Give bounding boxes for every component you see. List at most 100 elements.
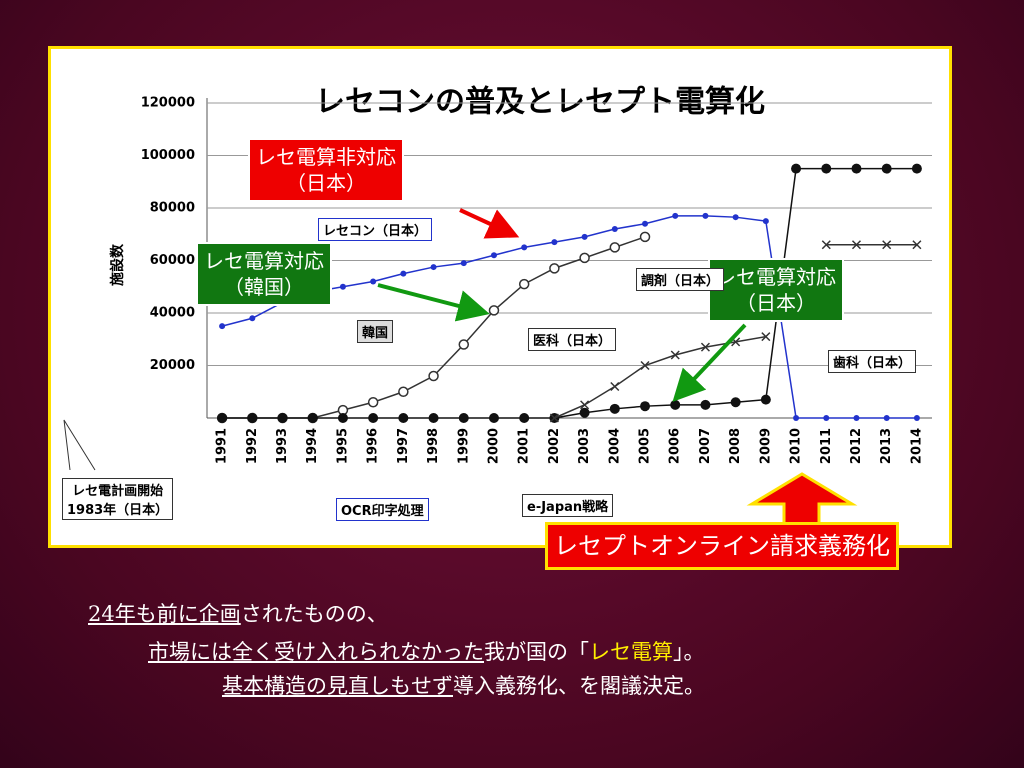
point bbox=[398, 413, 409, 423]
point bbox=[400, 270, 407, 277]
x-tick-label: 2001 bbox=[517, 428, 532, 464]
callout-line: レセ電算対応 bbox=[204, 249, 324, 273]
y-tick-label: 100000 bbox=[141, 148, 195, 163]
point bbox=[549, 263, 560, 274]
point bbox=[851, 240, 862, 250]
y-tick-label: 20000 bbox=[150, 358, 195, 373]
point bbox=[217, 413, 228, 423]
series-label: 調剤（日本） bbox=[636, 268, 725, 291]
point bbox=[639, 231, 651, 243]
point bbox=[277, 413, 288, 423]
point bbox=[821, 163, 832, 174]
callout-line: （韓国） bbox=[224, 275, 304, 299]
point bbox=[337, 413, 348, 423]
point bbox=[702, 212, 709, 219]
series-label: レセコン（日本） bbox=[318, 218, 433, 241]
note-segment: 基本構造の見直しもせず bbox=[222, 674, 453, 698]
x-tick-label: 1998 bbox=[426, 428, 441, 464]
y-tick-label: 60000 bbox=[150, 253, 195, 268]
note-segment: 我が国の「 bbox=[484, 640, 589, 664]
point bbox=[760, 394, 771, 405]
point bbox=[851, 163, 862, 174]
x-tick-label: 2010 bbox=[789, 428, 804, 464]
y-tick-label: 120000 bbox=[141, 96, 195, 111]
point bbox=[458, 413, 469, 423]
callout: レセ電算対応 （韓国） bbox=[196, 242, 332, 306]
callout-line: レセ電算非対応 bbox=[256, 145, 396, 169]
point bbox=[519, 413, 530, 423]
x-tick-label: 2004 bbox=[607, 428, 622, 464]
point bbox=[488, 305, 500, 316]
point bbox=[579, 407, 590, 418]
point bbox=[610, 381, 620, 392]
note-segment: レセ電算 bbox=[589, 640, 673, 664]
callout-line: レセ電算対応 bbox=[716, 265, 836, 289]
note-segment: 導入義務化、を閣議決定。 bbox=[453, 674, 705, 698]
callout: レセ電算非対応 （日本） bbox=[248, 138, 404, 202]
point bbox=[518, 278, 530, 290]
point bbox=[640, 401, 651, 412]
point bbox=[398, 386, 409, 397]
x-tick-label: 1996 bbox=[366, 428, 381, 464]
point bbox=[762, 218, 769, 225]
callout-line: （日本） bbox=[736, 291, 816, 315]
point bbox=[791, 163, 802, 174]
x-tick-label: 2012 bbox=[849, 428, 864, 464]
point bbox=[430, 264, 437, 271]
x-tick-label: 2008 bbox=[728, 428, 743, 464]
annotation: レセ電計画開始 1983年（日本） bbox=[62, 478, 174, 520]
point bbox=[579, 252, 590, 264]
point bbox=[551, 239, 558, 246]
y-tick-label: 80000 bbox=[150, 201, 195, 216]
x-tick-label: 2000 bbox=[486, 428, 501, 464]
point bbox=[793, 415, 800, 421]
y-axis-label: 施設数 bbox=[109, 243, 126, 286]
x-tick-label: 2007 bbox=[698, 428, 713, 464]
annotation: OCR印字処理 bbox=[336, 498, 429, 521]
point bbox=[670, 399, 681, 410]
point bbox=[882, 240, 892, 250]
point bbox=[911, 163, 922, 174]
point bbox=[730, 397, 741, 408]
point bbox=[581, 233, 588, 240]
point bbox=[460, 260, 467, 267]
point bbox=[883, 415, 890, 421]
point bbox=[428, 370, 439, 382]
point bbox=[823, 415, 830, 421]
point bbox=[370, 278, 377, 285]
x-tick-label: 1993 bbox=[275, 428, 290, 464]
x-tick-label: 2006 bbox=[668, 428, 683, 464]
point bbox=[339, 283, 346, 290]
callout-line: （日本） bbox=[286, 171, 366, 195]
x-tick-label: 1992 bbox=[245, 428, 260, 464]
point bbox=[640, 360, 650, 371]
point bbox=[642, 220, 649, 227]
point bbox=[672, 212, 679, 219]
point bbox=[367, 397, 379, 408]
series-label: 歯科（日本） bbox=[828, 350, 917, 373]
point bbox=[853, 415, 860, 421]
callout: レセ電算対応 （日本） bbox=[708, 258, 844, 322]
point bbox=[428, 413, 439, 423]
series-label: 医科（日本） bbox=[528, 328, 617, 351]
point bbox=[458, 339, 470, 350]
point bbox=[490, 252, 497, 259]
note-line: 基本構造の見直しもせず導入義務化、を閣議決定。 bbox=[222, 670, 705, 700]
point bbox=[700, 399, 711, 410]
note-segment: 24年も前に企画 bbox=[88, 602, 241, 626]
series-line bbox=[222, 167, 917, 419]
x-tick-label: 2014 bbox=[909, 428, 924, 464]
annotation-line: レセ電計画開始 bbox=[72, 484, 164, 499]
point bbox=[611, 226, 618, 232]
point bbox=[913, 415, 920, 421]
series-line bbox=[221, 215, 917, 419]
note-segment: されたものの、 bbox=[240, 602, 388, 626]
note-line: 市場には全く受け入れられなかった我が国の「レセ電算」。 bbox=[148, 636, 705, 666]
callout: レセプトオンライン請求義務化 bbox=[545, 522, 899, 570]
point bbox=[821, 240, 831, 250]
x-tick-label: 2005 bbox=[638, 428, 653, 464]
point bbox=[732, 214, 739, 221]
point bbox=[307, 413, 318, 423]
point bbox=[549, 413, 559, 423]
